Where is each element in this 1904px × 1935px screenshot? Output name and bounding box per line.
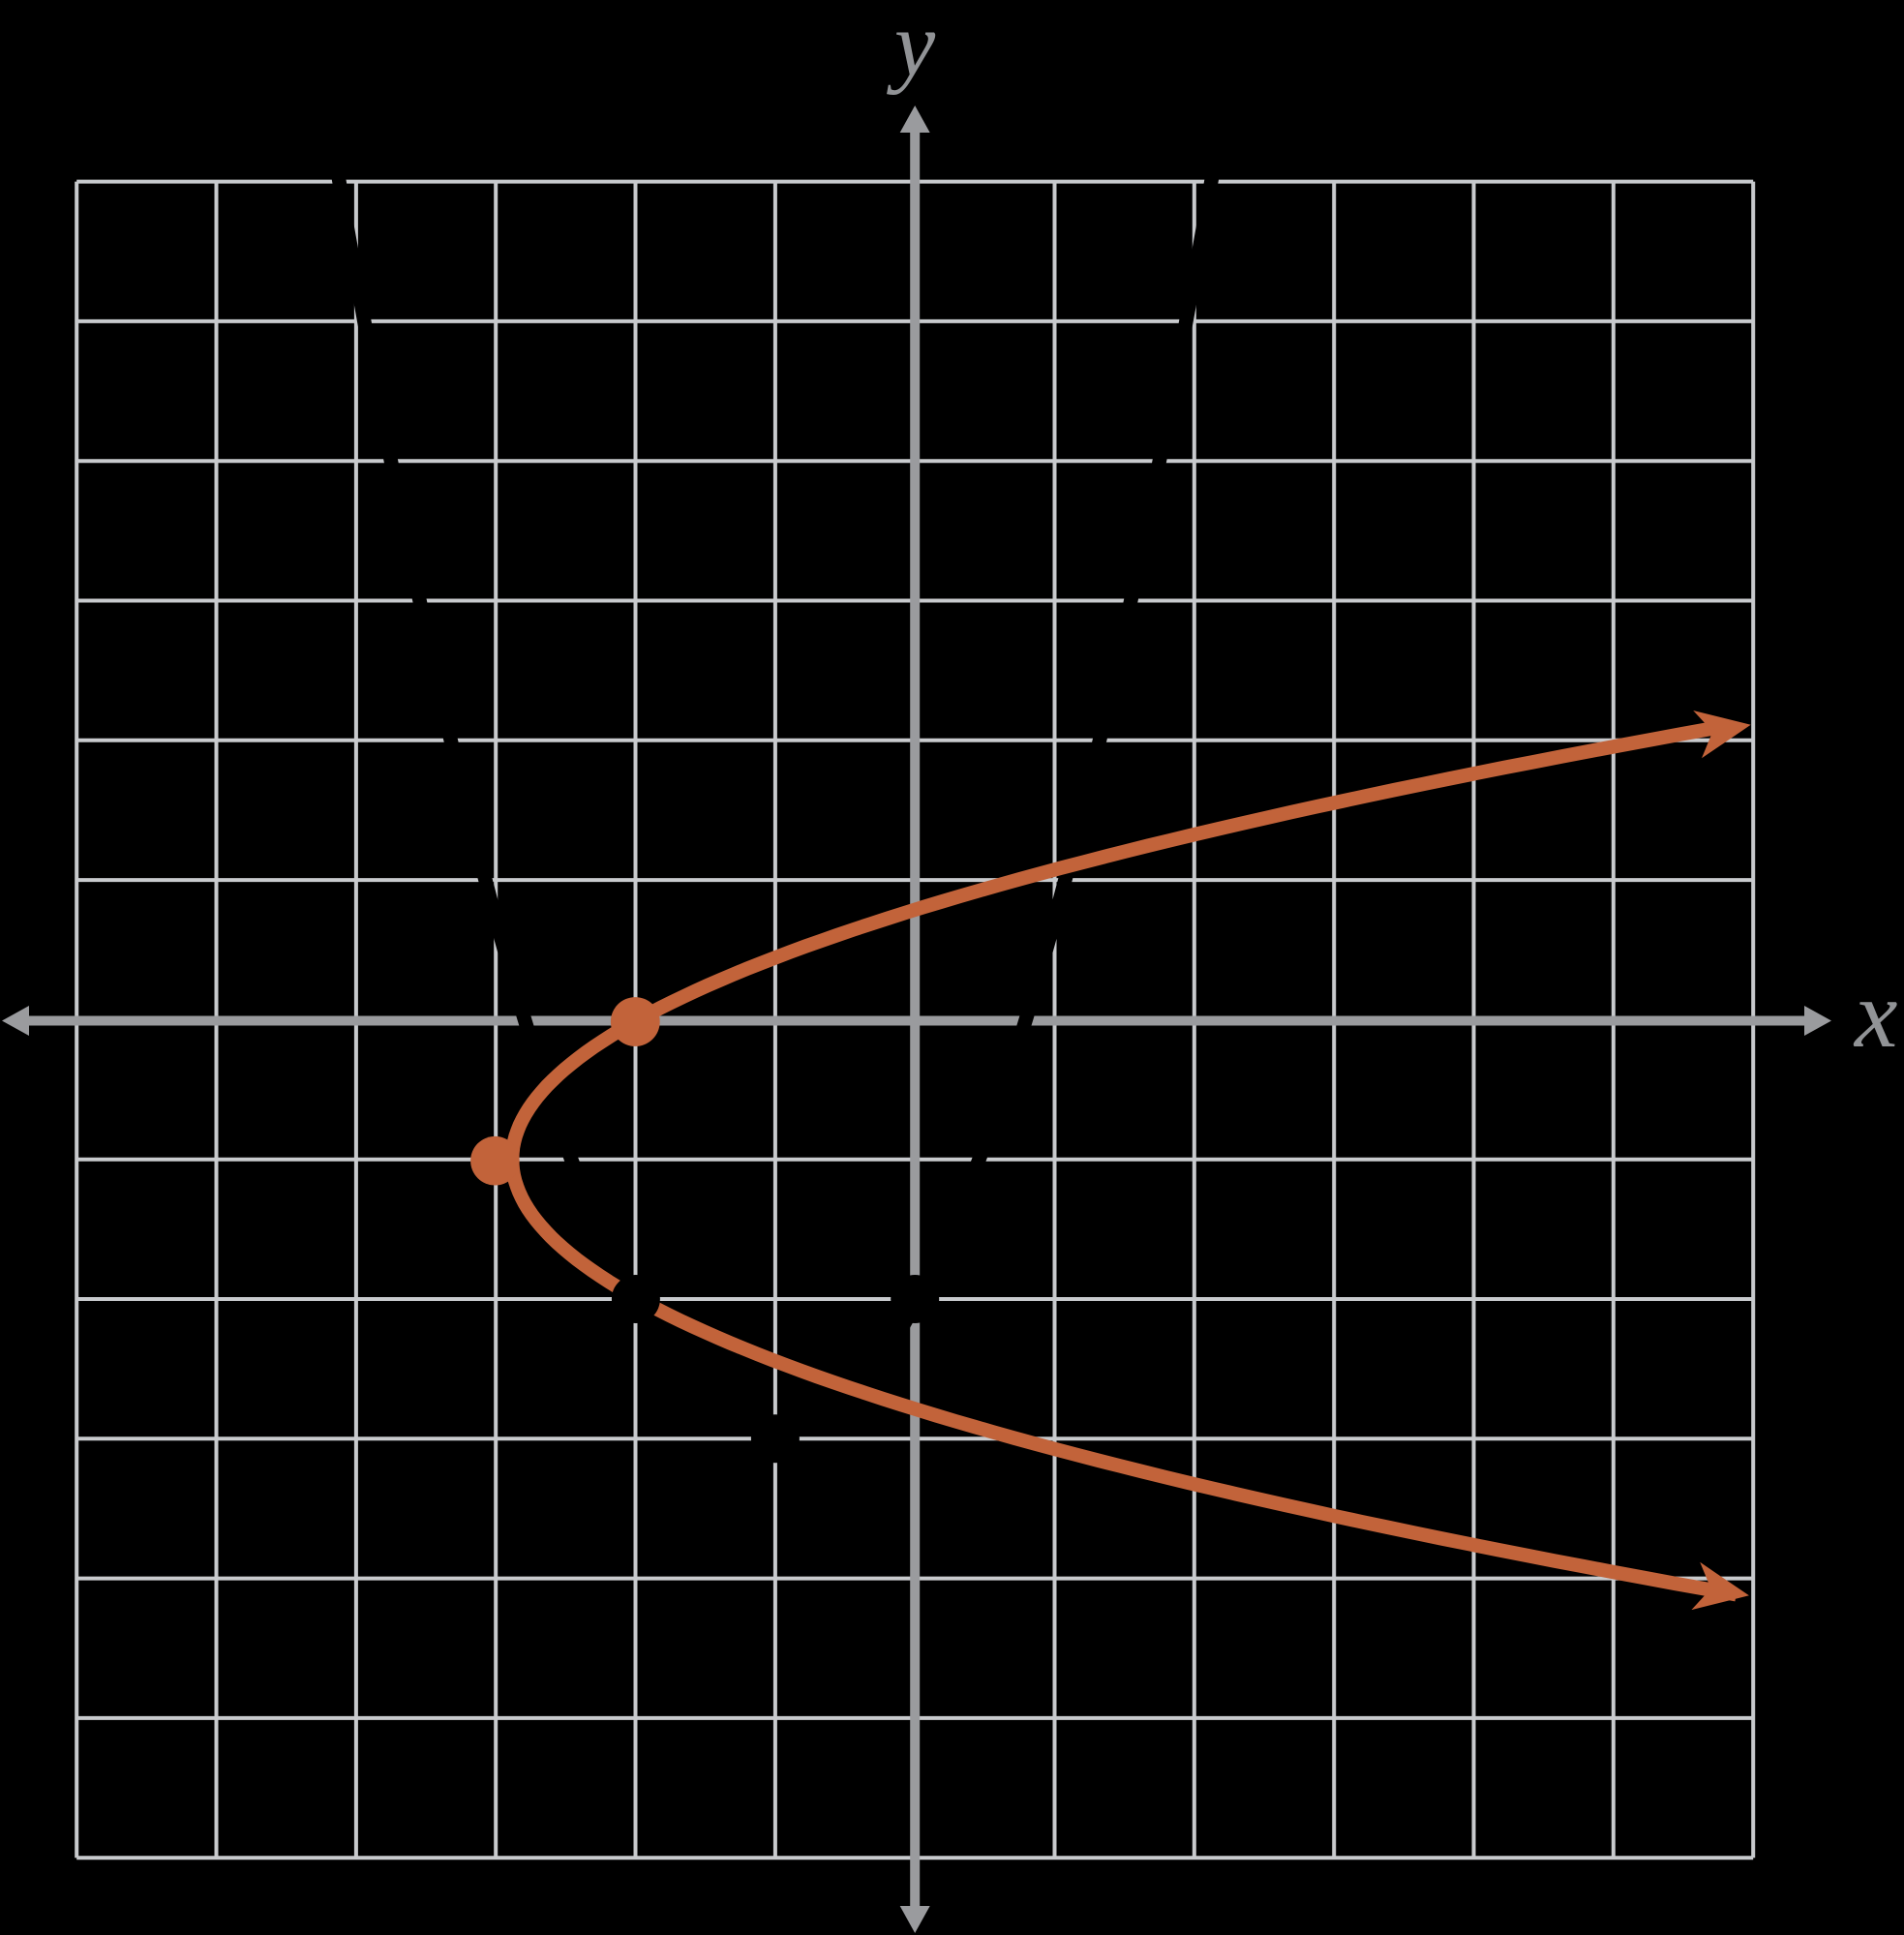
svg-text:x: x (1853, 960, 1897, 1068)
svg-text:y: y (887, 0, 936, 96)
